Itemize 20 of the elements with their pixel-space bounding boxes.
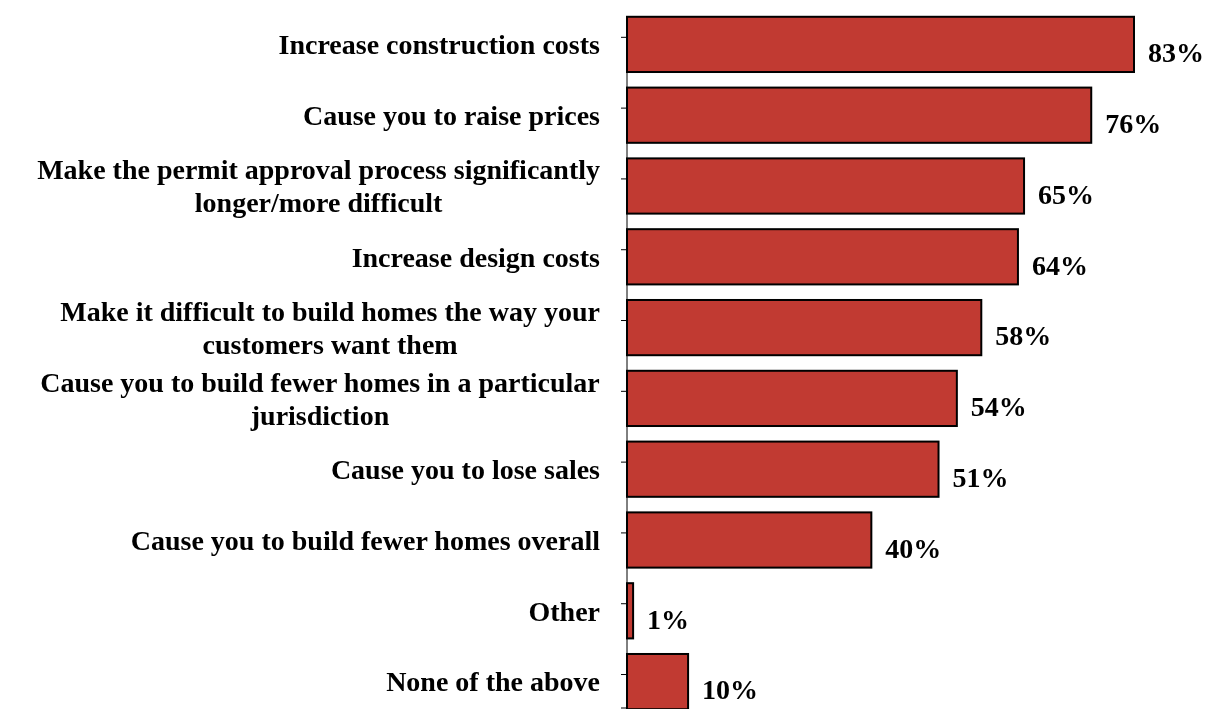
data-label: 1%	[647, 603, 690, 635]
y-tick-label: Other	[528, 595, 600, 627]
y-tick-label: Cause you to raise prices	[302, 100, 601, 131]
y-tick-label: Increase design costs	[351, 241, 601, 273]
data-label: 64%	[1031, 249, 1088, 281]
data-label: 65%	[1038, 178, 1095, 210]
data-label: 10%	[702, 674, 759, 706]
data-label: 83%	[1148, 37, 1204, 69]
data-label: 58%	[995, 320, 1052, 352]
data-label: 51%	[952, 462, 1009, 493]
y-tick-label: Make the permit approval process significantly longer/more difficult	[37, 154, 601, 219]
data-label: 40%	[885, 532, 942, 564]
y-tick-label: Cause you to build fewer homes in a particular jurisdiction	[40, 366, 600, 431]
y-tick-label: Increase construction costs	[278, 29, 601, 61]
data-label: 76%	[1105, 108, 1162, 139]
y-tick-label: Cause you to build fewer homes overall	[130, 524, 601, 556]
y-tick-label: None of the above	[386, 666, 600, 698]
y-tick-label: Cause you to lose sales	[330, 454, 601, 485]
data-label: 54%	[970, 391, 1027, 423]
y-tick-label: Make it difficult to build homes the way your customers want them	[60, 295, 600, 360]
